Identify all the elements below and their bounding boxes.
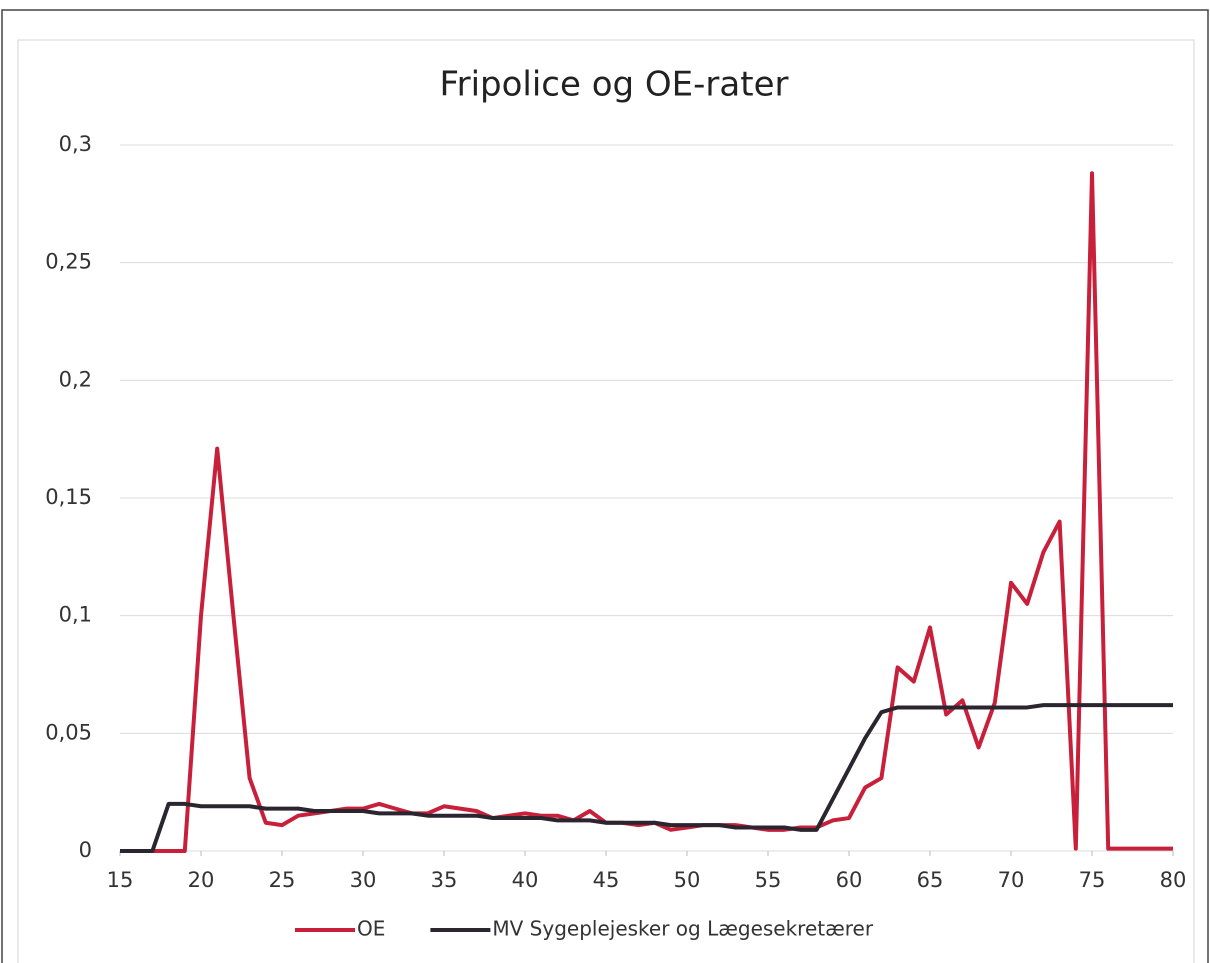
y-tick-label: 0,05 bbox=[45, 720, 92, 744]
plot-frame bbox=[17, 39, 1195, 963]
x-tick-label: 65 bbox=[917, 868, 944, 892]
y-tick-label: 0,15 bbox=[45, 485, 92, 509]
y-tick-label: 0,25 bbox=[45, 250, 92, 274]
x-tick-label: 60 bbox=[836, 868, 863, 892]
x-tick-label: 15 bbox=[107, 868, 134, 892]
series-line bbox=[120, 171, 1173, 853]
x-tick-label: 35 bbox=[431, 868, 458, 892]
x-tick-label: 55 bbox=[755, 868, 782, 892]
x-tick-label: 20 bbox=[188, 868, 215, 892]
x-tick-label: 75 bbox=[1079, 868, 1106, 892]
y-tick-label: 0,3 bbox=[59, 132, 92, 156]
legend-label: MV Sygeplejesker og Lægesekretærer bbox=[492, 917, 873, 941]
x-tick-label: 50 bbox=[674, 868, 701, 892]
chart-title: Fripolice og OE-rater bbox=[440, 65, 789, 105]
x-tick-label: 80 bbox=[1160, 868, 1187, 892]
y-tick-label: 0 bbox=[79, 838, 92, 862]
x-tick-label: 40 bbox=[512, 868, 539, 892]
x-tick-label: 45 bbox=[593, 868, 620, 892]
outer-frame bbox=[1, 9, 1209, 963]
x-tick-label: 25 bbox=[269, 868, 296, 892]
x-tick-label: 70 bbox=[998, 868, 1025, 892]
legend-label: OE bbox=[357, 917, 385, 941]
y-tick-label: 0,2 bbox=[59, 367, 92, 391]
y-tick-label: 0,1 bbox=[59, 603, 92, 627]
series-line bbox=[120, 703, 1173, 853]
x-tick-label: 30 bbox=[350, 868, 377, 892]
